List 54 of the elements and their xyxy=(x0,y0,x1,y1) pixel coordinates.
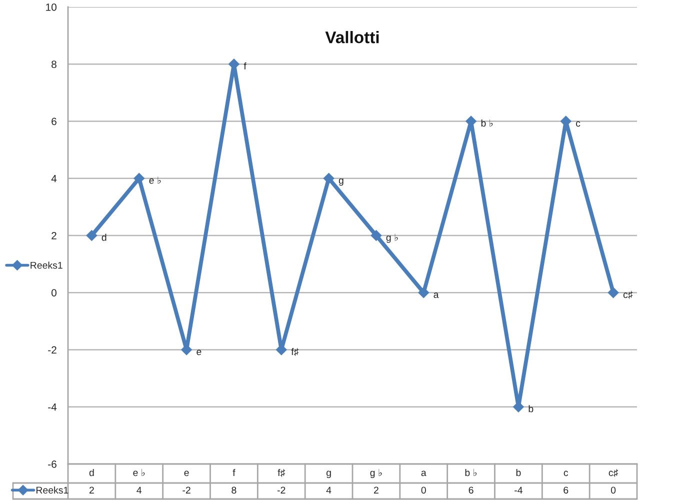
y-tick-label: 6 xyxy=(52,118,56,126)
y-tick-label: 2 xyxy=(52,232,56,240)
data-label: 2 xyxy=(89,486,94,494)
x-tick-label: g xyxy=(326,470,331,478)
y-tick-label: 4 xyxy=(51,174,57,182)
y-tick-label: 10 xyxy=(46,4,56,11)
point xyxy=(86,230,98,241)
text: Vallotti xyxy=(325,31,379,44)
data-label: 0 xyxy=(610,486,616,494)
annotation: c♯ xyxy=(623,290,632,299)
point xyxy=(323,172,334,184)
point xyxy=(370,230,382,241)
y-tick-label: -2 xyxy=(48,346,56,354)
y-tick-label: -6 xyxy=(48,460,56,468)
annotation: c xyxy=(576,121,580,127)
x-tick-label: a xyxy=(421,470,426,476)
text: Reeks1 xyxy=(36,486,68,494)
x-tick-label: c xyxy=(564,470,568,476)
x-tick-label: e xyxy=(184,470,189,476)
y-tick-label: 0 xyxy=(52,289,56,296)
point xyxy=(418,287,430,298)
x-tick-label: b xyxy=(516,468,521,476)
annotation: a xyxy=(434,292,439,298)
data-label: 2 xyxy=(374,486,378,494)
data-label: -2 xyxy=(182,486,190,494)
point xyxy=(134,172,145,184)
x-tick-label: b ♭ xyxy=(465,468,477,476)
data-label: 4 xyxy=(136,486,142,494)
data-label: 6 xyxy=(468,486,474,494)
annotation: b ♭ xyxy=(481,119,493,127)
annotation: b xyxy=(528,405,534,412)
y-tick-label: 8 xyxy=(52,60,56,68)
x-tick-label: e ♭ xyxy=(133,468,145,476)
data-label: 4 xyxy=(326,486,332,494)
y-tick-label: -4 xyxy=(48,403,57,411)
annotation: g ♭ xyxy=(386,234,398,243)
legend-label: Reeks1 xyxy=(30,262,62,269)
annotation: e ♭ xyxy=(149,176,161,184)
data-label: -2 xyxy=(277,486,286,494)
data-label: 8 xyxy=(232,486,236,494)
annotation: e xyxy=(196,350,202,356)
x-tick-label: g ♭ xyxy=(370,468,382,478)
annotation: d xyxy=(102,234,106,241)
x-tick-label: d xyxy=(89,468,94,476)
data-label: 6 xyxy=(564,486,568,494)
x-tick-label: f♯ xyxy=(278,468,285,477)
data-label: 0 xyxy=(421,486,426,494)
annotation: g xyxy=(338,178,344,186)
data-label: -4 xyxy=(514,486,522,494)
point xyxy=(608,287,619,298)
annotation: f xyxy=(244,62,246,70)
x-tick-label: c♯ xyxy=(608,468,618,477)
annotation: f♯ xyxy=(291,348,298,356)
x-tick-label: f xyxy=(232,468,236,476)
